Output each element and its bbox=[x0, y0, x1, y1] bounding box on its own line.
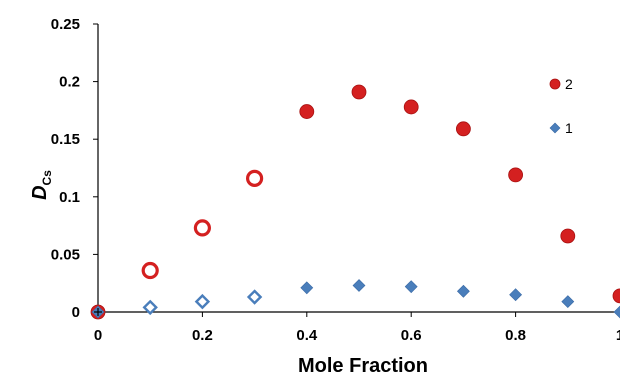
x-tick-label: 0.2 bbox=[192, 327, 213, 344]
x-axis-title: Mole Fraction bbox=[298, 355, 428, 376]
series-2-point bbox=[246, 169, 264, 187]
legend-item-1: 1 bbox=[549, 120, 573, 136]
y-tick-label: 0.1 bbox=[59, 189, 80, 206]
y-tick-label: 0.2 bbox=[59, 74, 80, 91]
legend-marker-circle bbox=[549, 78, 561, 90]
y-tick-label: 0.05 bbox=[51, 246, 80, 263]
y-tick-label: 0 bbox=[72, 304, 80, 321]
series-2-point bbox=[403, 99, 419, 115]
series-2-point bbox=[560, 228, 576, 244]
series-1-point bbox=[142, 299, 158, 316]
y-axis-title: DCs bbox=[29, 170, 54, 200]
series-1-point bbox=[404, 280, 418, 294]
series-1-point bbox=[561, 295, 575, 309]
series-2-point bbox=[351, 84, 367, 100]
x-tick-label: 0.6 bbox=[401, 327, 422, 344]
y-tick-label: 0.25 bbox=[51, 16, 80, 33]
legend-label: 2 bbox=[565, 76, 573, 92]
x-tick-label: 0 bbox=[94, 327, 102, 344]
data-points bbox=[90, 84, 620, 320]
legend: 21 bbox=[549, 76, 573, 136]
series-1-point bbox=[194, 293, 211, 310]
legend-label: 1 bbox=[565, 120, 573, 136]
axes bbox=[93, 23, 620, 317]
series-1-point bbox=[509, 288, 523, 302]
series-2-point bbox=[141, 261, 159, 280]
y-axis-title-main: D bbox=[29, 185, 51, 199]
x-tick-label: 0.4 bbox=[296, 327, 318, 344]
series-2-point bbox=[299, 104, 315, 119]
series-1-point bbox=[613, 305, 620, 319]
x-tick-label: 0.8 bbox=[505, 327, 526, 344]
series-2-point bbox=[612, 288, 620, 304]
series-1-point bbox=[352, 279, 366, 292]
y-axis-title-subscript: Cs bbox=[40, 170, 54, 186]
tick-labels: 0 0.05 0.1 0.15 0.2 0.25 0 0.2 0.4 0.6 0.8 1 bbox=[51, 16, 620, 344]
series-2-point bbox=[455, 121, 471, 137]
y-tick-label: 0.15 bbox=[51, 131, 80, 148]
legend-marker-diamond bbox=[549, 122, 561, 134]
series-2-point bbox=[508, 167, 523, 183]
series-1-point bbox=[456, 284, 470, 298]
series-2-point bbox=[193, 219, 211, 237]
legend-item-2: 2 bbox=[549, 76, 573, 92]
series-1-point bbox=[246, 289, 263, 305]
series-1-point bbox=[300, 281, 314, 295]
x-tick-label: 1 bbox=[616, 327, 620, 344]
